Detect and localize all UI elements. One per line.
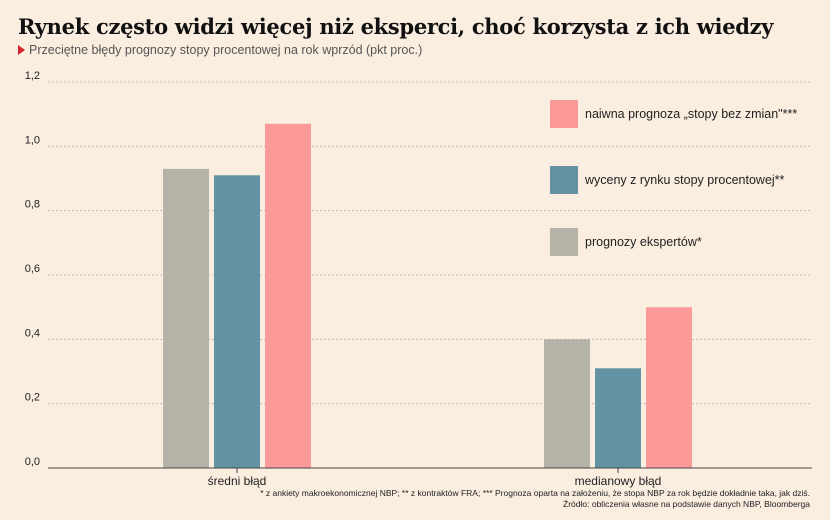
bar — [544, 339, 590, 468]
legend-label: wyceny z rynku stopy procentowej** — [585, 173, 785, 187]
x-category-label: średni błąd — [208, 474, 267, 488]
chart-subtitle: Przeciętne błędy prognozy stopy procento… — [18, 43, 422, 57]
source-note: Źródło: obliczenia własne na podstawie d… — [563, 499, 810, 509]
footnote: * z ankiety makroekonomicznej NBP; ** z … — [260, 488, 810, 498]
y-tick-label: 0,6 — [25, 263, 40, 275]
x-category-label: medianowy błąd — [575, 474, 662, 488]
legend-item: prognozy ekspertów* — [550, 228, 702, 256]
y-tick-label: 1,2 — [25, 70, 40, 82]
y-tick-label: 0,4 — [25, 327, 40, 339]
legend-label: prognozy ekspertów* — [585, 235, 702, 249]
legend-swatch — [550, 100, 578, 128]
bar — [214, 175, 260, 469]
triangle-bullet-icon — [18, 45, 25, 55]
bar — [163, 168, 209, 468]
legend-item: wyceny z rynku stopy procentowej** — [550, 166, 784, 194]
legend-swatch — [550, 228, 578, 256]
y-tick-label: 0,8 — [25, 199, 40, 211]
subtitle-text: Przeciętne błędy prognozy stopy procento… — [29, 43, 423, 57]
legend-swatch — [550, 166, 578, 194]
chart-title: Rynek często widzi więcej niż eksperci, … — [18, 14, 774, 39]
bar — [646, 307, 692, 468]
y-tick-label: 1,0 — [25, 134, 40, 146]
legend-item: naiwna prognoza „stopy bez zmian"*** — [550, 100, 797, 128]
bar — [595, 368, 641, 468]
y-tick-label: 0,2 — [25, 392, 40, 404]
bars — [163, 123, 692, 469]
legend-label: naiwna prognoza „stopy bez zmian"*** — [585, 107, 798, 121]
bar — [265, 123, 311, 469]
axes: 0,0 0,2 0,4 0,6 0,8 1,0 1,2 średni błąd medianow… — [25, 70, 812, 488]
y-tick-label: 0,0 — [25, 456, 40, 468]
